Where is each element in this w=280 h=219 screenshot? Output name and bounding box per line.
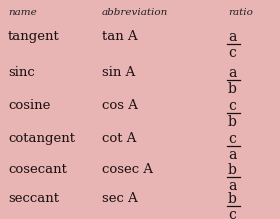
Text: ratio: ratio: [228, 8, 253, 17]
Text: cos A: cos A: [102, 99, 138, 112]
Text: sin A: sin A: [102, 66, 135, 79]
Text: tan A: tan A: [102, 30, 138, 43]
Text: cosecant: cosecant: [8, 163, 67, 176]
Text: a: a: [228, 148, 236, 162]
Text: abbreviation: abbreviation: [102, 8, 168, 17]
Text: b: b: [228, 192, 237, 206]
Text: cosec A: cosec A: [102, 163, 153, 176]
Text: a: a: [228, 30, 236, 44]
Text: a: a: [228, 179, 236, 193]
Text: tangent: tangent: [8, 30, 60, 43]
Text: cosine: cosine: [8, 99, 50, 112]
Text: b: b: [228, 163, 237, 177]
Text: b: b: [228, 82, 237, 96]
Text: name: name: [8, 8, 37, 17]
Text: seccant: seccant: [8, 192, 59, 205]
Text: c: c: [228, 132, 236, 146]
Text: c: c: [228, 208, 236, 219]
Text: cot A: cot A: [102, 132, 136, 145]
Text: cotangent: cotangent: [8, 132, 75, 145]
Text: sinc: sinc: [8, 66, 35, 79]
Text: sec A: sec A: [102, 192, 138, 205]
Text: c: c: [228, 99, 236, 113]
Text: c: c: [228, 46, 236, 60]
Text: b: b: [228, 115, 237, 129]
Text: a: a: [228, 66, 236, 80]
